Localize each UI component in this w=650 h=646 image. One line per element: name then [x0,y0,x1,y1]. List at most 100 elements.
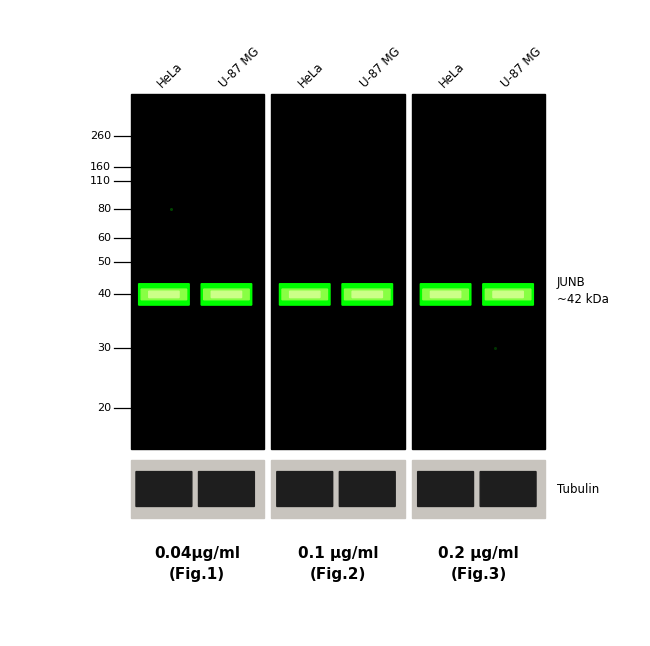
FancyBboxPatch shape [152,477,176,501]
Text: 30: 30 [97,343,111,353]
FancyBboxPatch shape [422,474,469,505]
FancyBboxPatch shape [486,289,531,300]
Bar [131,94,264,449]
FancyBboxPatch shape [494,477,522,501]
FancyBboxPatch shape [484,285,532,304]
FancyBboxPatch shape [148,476,180,502]
Text: U-87 MG: U-87 MG [499,45,544,90]
FancyBboxPatch shape [427,289,464,300]
FancyBboxPatch shape [343,285,391,304]
FancyBboxPatch shape [425,287,466,302]
FancyBboxPatch shape [352,291,382,298]
FancyBboxPatch shape [418,472,473,506]
FancyBboxPatch shape [157,479,171,499]
FancyBboxPatch shape [291,477,318,501]
FancyBboxPatch shape [363,480,372,497]
FancyBboxPatch shape [343,284,392,304]
FancyBboxPatch shape [488,287,528,301]
FancyBboxPatch shape [149,291,179,298]
FancyBboxPatch shape [300,480,309,497]
FancyBboxPatch shape [358,479,376,499]
FancyBboxPatch shape [213,477,240,501]
FancyBboxPatch shape [484,284,532,304]
FancyBboxPatch shape [140,285,188,304]
Text: 20: 20 [97,403,111,413]
FancyBboxPatch shape [142,286,186,303]
FancyBboxPatch shape [344,286,390,304]
FancyBboxPatch shape [342,472,393,506]
FancyBboxPatch shape [217,479,236,499]
FancyBboxPatch shape [285,288,324,301]
FancyBboxPatch shape [146,475,183,503]
FancyBboxPatch shape [427,475,464,503]
FancyBboxPatch shape [302,481,307,497]
FancyBboxPatch shape [423,286,468,303]
FancyBboxPatch shape [443,481,448,497]
FancyBboxPatch shape [140,474,187,505]
FancyBboxPatch shape [208,475,245,503]
Text: 40: 40 [97,289,111,299]
FancyBboxPatch shape [203,474,250,505]
FancyBboxPatch shape [424,286,467,302]
FancyBboxPatch shape [280,284,330,304]
FancyBboxPatch shape [421,284,470,304]
FancyBboxPatch shape [282,289,328,300]
FancyBboxPatch shape [203,285,250,304]
FancyBboxPatch shape [222,480,231,497]
FancyBboxPatch shape [146,289,183,300]
FancyBboxPatch shape [487,286,530,302]
Text: 0.04μg/ml
(Fig.1): 0.04μg/ml (Fig.1) [154,546,240,582]
FancyBboxPatch shape [203,289,249,300]
Bar [412,460,545,518]
FancyBboxPatch shape [489,475,526,503]
FancyBboxPatch shape [284,474,326,504]
FancyBboxPatch shape [207,288,246,301]
FancyBboxPatch shape [429,476,462,502]
FancyBboxPatch shape [298,479,312,499]
FancyBboxPatch shape [281,285,328,304]
Text: HeLa: HeLa [436,60,467,90]
FancyBboxPatch shape [285,287,325,301]
FancyBboxPatch shape [162,481,166,497]
FancyBboxPatch shape [432,477,460,501]
FancyBboxPatch shape [143,474,185,504]
Text: Tubulin: Tubulin [557,483,599,495]
FancyBboxPatch shape [198,472,254,506]
FancyBboxPatch shape [482,472,534,506]
FancyBboxPatch shape [426,288,465,301]
FancyBboxPatch shape [499,479,517,499]
FancyBboxPatch shape [150,477,178,501]
FancyBboxPatch shape [138,284,189,305]
FancyBboxPatch shape [203,286,250,304]
FancyBboxPatch shape [143,287,185,302]
FancyBboxPatch shape [210,476,242,502]
FancyBboxPatch shape [201,472,252,506]
FancyBboxPatch shape [205,474,248,504]
FancyBboxPatch shape [141,289,187,300]
FancyBboxPatch shape [346,474,388,504]
FancyBboxPatch shape [293,477,317,501]
FancyBboxPatch shape [365,481,370,497]
FancyBboxPatch shape [488,287,529,302]
FancyBboxPatch shape [142,286,185,302]
FancyBboxPatch shape [423,289,468,300]
FancyBboxPatch shape [485,286,531,304]
FancyBboxPatch shape [159,480,168,497]
FancyBboxPatch shape [289,476,321,502]
FancyBboxPatch shape [351,476,383,502]
FancyBboxPatch shape [493,291,523,298]
FancyBboxPatch shape [145,288,183,301]
FancyBboxPatch shape [421,284,471,305]
Text: HeLa: HeLa [296,60,326,90]
Text: JUNB
~42 kDa: JUNB ~42 kDa [557,276,609,306]
FancyBboxPatch shape [214,477,238,501]
Text: 110: 110 [90,176,111,185]
FancyBboxPatch shape [281,474,328,505]
FancyBboxPatch shape [483,284,534,305]
FancyBboxPatch shape [356,477,379,501]
FancyBboxPatch shape [280,284,330,305]
FancyBboxPatch shape [346,286,389,302]
FancyBboxPatch shape [501,479,515,499]
Text: 0.2 μg/ml
(Fig.3): 0.2 μg/ml (Fig.3) [439,546,519,582]
Text: 80: 80 [97,204,111,214]
